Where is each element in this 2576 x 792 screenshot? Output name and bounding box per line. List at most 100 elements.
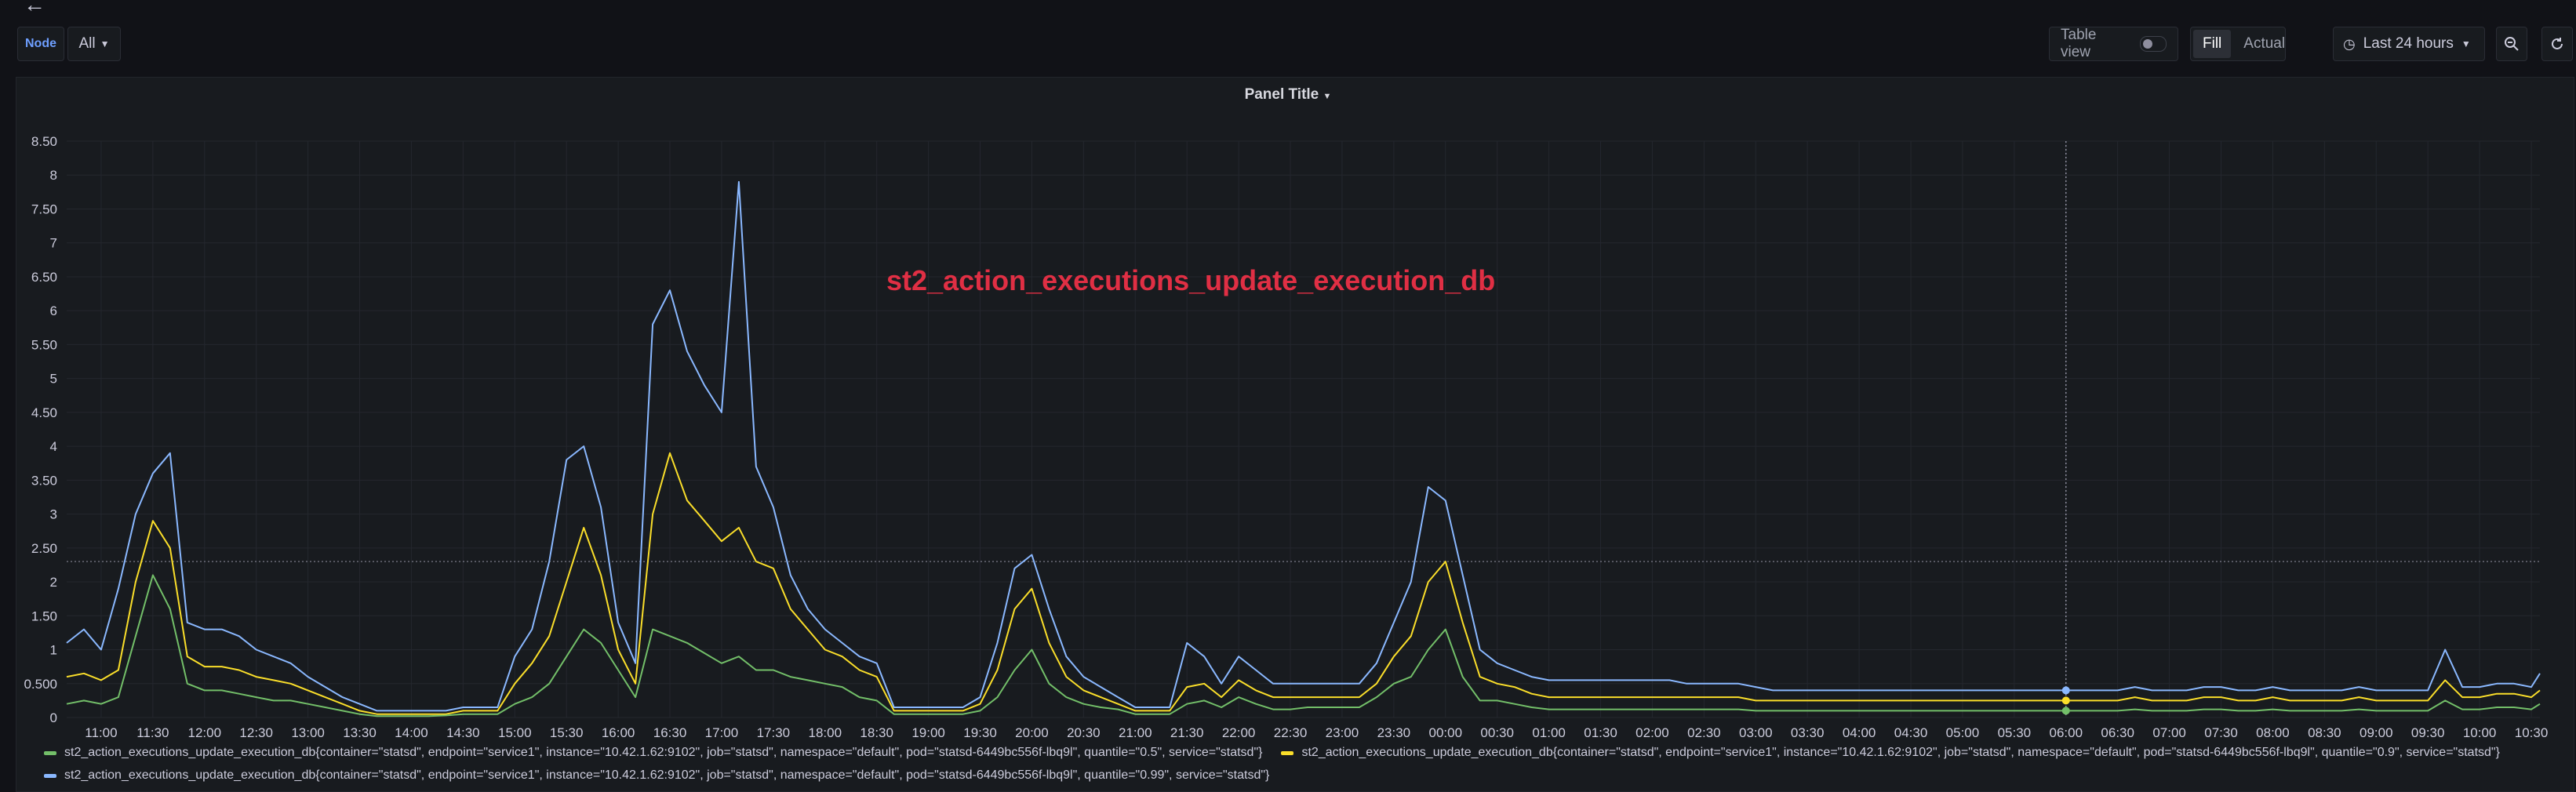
hover-point: [2061, 686, 2070, 695]
x-tick-label: 14:00: [395, 725, 428, 740]
chevron-down-icon: ▼: [2461, 38, 2471, 49]
legend-swatch: [44, 773, 56, 778]
x-tick-label: 07:30: [2204, 725, 2238, 740]
x-tick-label: 23:30: [1377, 725, 1411, 740]
x-tick-label: 04:00: [1843, 725, 1876, 740]
series-line-0: [66, 574, 2541, 718]
clock-icon: ◷: [2343, 35, 2356, 52]
x-tick-label: 05:00: [1946, 725, 1980, 740]
y-tick-label: 4.50: [31, 405, 57, 420]
y-tick-label: 2.50: [31, 541, 57, 556]
x-tick-label: 12:00: [188, 725, 222, 740]
y-tick-label: 8.50: [31, 134, 57, 149]
zoom-out-icon[interactable]: [2496, 27, 2527, 61]
arrow-left-icon[interactable]: ←: [24, 0, 45, 16]
graph-panel: [16, 77, 2574, 792]
x-tick-label: 11:00: [85, 725, 117, 740]
y-tick-label: 5.50: [31, 337, 57, 352]
series-line-2: [66, 180, 2541, 712]
x-tick-label: 17:30: [757, 725, 791, 740]
x-tick-label: 16:00: [602, 725, 635, 740]
variable-value: All: [78, 35, 96, 52]
time-range-picker[interactable]: ◷ Last 24 hours ▼: [2333, 27, 2485, 61]
y-tick-label: 7.50: [31, 202, 57, 216]
x-tick-label: 21:00: [1119, 725, 1152, 740]
legend-swatch: [44, 750, 56, 755]
x-tick-label: 13:00: [291, 725, 325, 740]
toggle-switch[interactable]: [2139, 36, 2167, 52]
x-tick-label: 01:30: [1584, 725, 1617, 740]
actual-button[interactable]: Actual: [2243, 35, 2286, 52]
legend-label: st2_action_executions_update_execution_d…: [1301, 746, 2500, 759]
dashboard-toolbar: ← Node All ▼ Table view Fill Actual ◷ La…: [0, 0, 2576, 78]
hover-point: [2061, 696, 2070, 705]
y-tick-label: 5: [50, 372, 57, 387]
time-range-label: Last 24 hours: [2363, 35, 2454, 52]
refresh-icon[interactable]: [2541, 27, 2573, 61]
x-tick-label: 17:00: [705, 725, 739, 740]
x-tick-label: 08:30: [2308, 725, 2341, 740]
y-tick-label: 8: [50, 168, 57, 183]
x-tick-label: 20:30: [1067, 725, 1101, 740]
x-tick-label: 08:00: [2256, 725, 2290, 740]
legend-item[interactable]: st2_action_executions_update_execution_d…: [44, 746, 2500, 760]
annotation-text: st2_action_executions_update_execution_d…: [886, 264, 1495, 296]
variable-label: Node: [17, 27, 64, 61]
y-tick-label: 1.50: [31, 609, 57, 623]
panel-title[interactable]: Panel Title ▼: [0, 86, 2576, 104]
x-tick-label: 09:30: [2411, 725, 2445, 740]
y-tick-label: 3: [50, 507, 57, 522]
x-tick-label: 23:00: [1326, 725, 1359, 740]
legend-label: st2_action_executions_update_execution_d…: [64, 746, 1263, 759]
y-tick-label: 6: [50, 303, 57, 318]
x-tick-label: 07:00: [2152, 725, 2186, 740]
y-tick-label: 1: [50, 643, 57, 658]
x-tick-label: 12:30: [239, 725, 273, 740]
table-view-toggle[interactable]: Table view: [2049, 27, 2178, 61]
legend-label: st2_action_executions_update_execution_d…: [64, 768, 1270, 782]
y-tick-label: 2: [50, 575, 57, 590]
x-tick-label: 04:30: [1894, 725, 1928, 740]
x-tick-label: 06:30: [2101, 725, 2134, 740]
x-tick-label: 03:00: [1739, 725, 1773, 740]
y-tick-label: 0: [50, 710, 57, 725]
legend-item[interactable]: st2_action_executions_update_execution_d…: [44, 768, 1269, 783]
x-tick-label: 00:30: [1480, 725, 1514, 740]
x-tick-label: 00:00: [1428, 725, 1462, 740]
fill-actual-group: Fill Actual: [2190, 27, 2286, 61]
x-tick-label: 21:30: [1170, 725, 1204, 740]
x-tick-label: 02:00: [1635, 725, 1669, 740]
x-tick-label: 10:30: [2515, 725, 2549, 740]
y-tick-label: 3.50: [31, 473, 57, 488]
x-tick-label: 06:00: [2049, 725, 2083, 740]
x-tick-label: 19:30: [963, 725, 997, 740]
x-tick-label: 18:00: [809, 725, 842, 740]
x-tick-label: 20:00: [1015, 725, 1049, 740]
x-tick-label: 09:00: [2360, 725, 2393, 740]
x-tick-label: 15:30: [550, 725, 584, 740]
panel-title-text: Panel Title: [1244, 86, 1319, 103]
y-tick-label: 0.500: [24, 677, 57, 692]
series-line-1: [66, 452, 2541, 715]
y-tick-label: 6.50: [31, 270, 57, 285]
x-tick-label: 22:00: [1222, 725, 1256, 740]
legend-swatch: [1281, 750, 1294, 755]
table-view-label: Table view: [2061, 27, 2097, 60]
x-tick-label: 18:30: [860, 725, 893, 740]
y-tick-label: 7: [50, 236, 57, 251]
x-tick-label: 15:00: [498, 725, 532, 740]
chevron-down-icon: ▼: [1323, 92, 1332, 101]
fill-button[interactable]: Fill: [2193, 30, 2232, 58]
y-tick-label: 4: [50, 439, 57, 454]
hover-point: [2061, 707, 2070, 715]
x-tick-label: 02:30: [1687, 725, 1721, 740]
x-tick-label: 13:30: [343, 725, 377, 740]
x-tick-label: 11:30: [136, 725, 169, 740]
x-tick-label: 22:30: [1274, 725, 1308, 740]
chevron-down-icon: ▼: [100, 38, 110, 49]
x-tick-label: 01:00: [1532, 725, 1566, 740]
x-tick-label: 05:30: [1998, 725, 2032, 740]
x-tick-label: 19:00: [911, 725, 945, 740]
node-variable-select[interactable]: All ▼: [67, 27, 121, 61]
